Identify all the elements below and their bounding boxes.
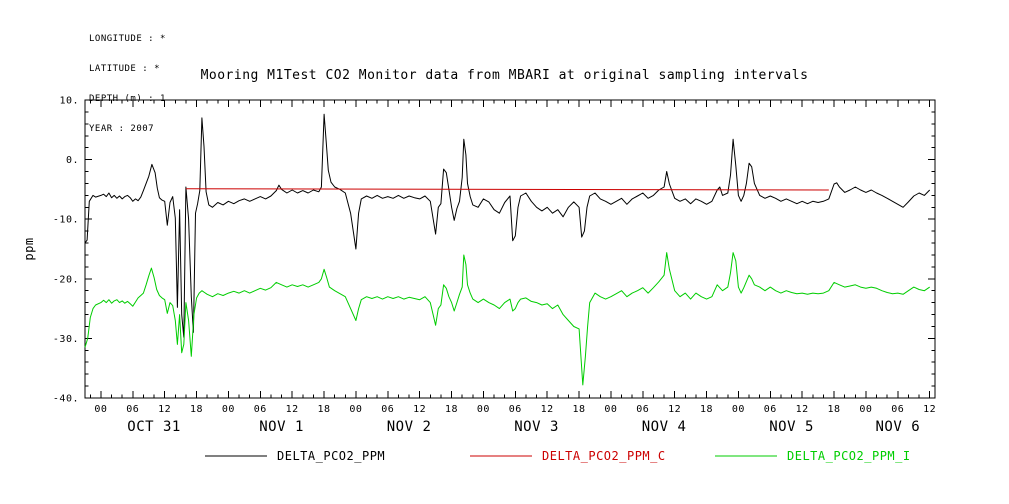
x-tick-label: 06 — [764, 404, 777, 415]
x-tick-label: 00 — [222, 404, 235, 415]
legend-label-delta_pco2_ppm_i: DELTA_PCO2_PPM_I — [787, 449, 911, 463]
x-tick-label: 06 — [509, 404, 522, 415]
x-tick-label: 12 — [668, 404, 681, 415]
x-tick-label: 12 — [158, 404, 171, 415]
metadata-block: LONGITUDE : * LATITUDE : * DEPTH (m) : 1… — [89, 14, 166, 154]
legend: DELTA_PCO2_PPM DELTA_PCO2_PPM_C DELTA_PCO2… — [205, 449, 911, 463]
x-tick-label: 06 — [636, 404, 649, 415]
x-tick-label: 00 — [349, 404, 362, 415]
x-tick-label: 18 — [573, 404, 586, 415]
x-tick-label: 12 — [541, 404, 554, 415]
x-axis-day-labels: OCT 31 NOV 1 NOV 2 NOV 3 NOV 4 NOV 5 NOV 6 — [127, 419, 920, 435]
day-label: NOV 6 — [875, 419, 920, 435]
metadata-year: YEAR : 2007 — [89, 124, 155, 134]
series-line-delta_pco2_ppm_c — [185, 188, 829, 191]
y-tick-label: -20. — [53, 274, 79, 285]
x-tick-label: 12 — [413, 404, 426, 415]
day-label: OCT 31 — [127, 419, 181, 435]
series-lines — [84, 113, 931, 386]
x-axis-labels: 00 06 12 18 00 06 12 18 00 06 12 18 00 06 12 18 00 06 12 18… — [94, 404, 936, 415]
x-tick-label: 18 — [190, 404, 203, 415]
day-label: NOV 1 — [259, 419, 304, 435]
y-tick-label: 10. — [59, 96, 79, 107]
x-tick-label: 12 — [923, 404, 936, 415]
series-line-delta_pco2_ppm — [84, 113, 931, 338]
y-axis-ticks — [85, 99, 935, 399]
x-tick-label: 06 — [381, 404, 394, 415]
legend-label-delta_pco2_ppm_c: DELTA_PCO2_PPM_C — [542, 449, 666, 463]
y-axis-labels: 10. 0. -10. -20. -30. -40. — [53, 96, 79, 405]
x-axis-ticks — [89, 100, 931, 398]
series-line-delta_pco2_ppm_i — [84, 252, 930, 386]
chart-title: Mooring M1Test CO2 Monitor data from MBA… — [200, 68, 809, 83]
plot-frame — [84, 99, 936, 399]
metadata-longitude: LONGITUDE : * — [89, 34, 166, 44]
x-tick-label: 06 — [126, 404, 139, 415]
x-tick-label: 00 — [477, 404, 490, 415]
x-tick-label: 18 — [828, 404, 841, 415]
x-tick-label: 12 — [796, 404, 809, 415]
y-tick-label: 0. — [66, 155, 79, 166]
y-tick-label: -10. — [53, 215, 79, 226]
x-tick-label: 18 — [700, 404, 713, 415]
x-tick-label: 00 — [732, 404, 745, 415]
x-tick-label: 00 — [604, 404, 617, 415]
day-label: NOV 4 — [642, 419, 687, 435]
y-tick-label: -40. — [53, 394, 79, 405]
metadata-latitude: LATITUDE : * — [89, 64, 161, 74]
x-tick-label: 06 — [254, 404, 267, 415]
day-label: NOV 3 — [514, 419, 559, 435]
metadata-depth: DEPTH (m) : 1 — [89, 94, 166, 104]
x-tick-label: 18 — [445, 404, 458, 415]
x-tick-label: 06 — [891, 404, 904, 415]
x-tick-label: 00 — [859, 404, 872, 415]
x-tick-label: 18 — [318, 404, 331, 415]
y-axis-title: ppm — [22, 237, 36, 260]
day-label: NOV 5 — [769, 419, 814, 435]
y-tick-label: -30. — [53, 334, 79, 345]
day-label: NOV 2 — [387, 419, 432, 435]
x-tick-label: 00 — [94, 404, 107, 415]
legend-label-delta_pco2_ppm: DELTA_PCO2_PPM — [277, 449, 385, 463]
x-tick-label: 12 — [286, 404, 299, 415]
